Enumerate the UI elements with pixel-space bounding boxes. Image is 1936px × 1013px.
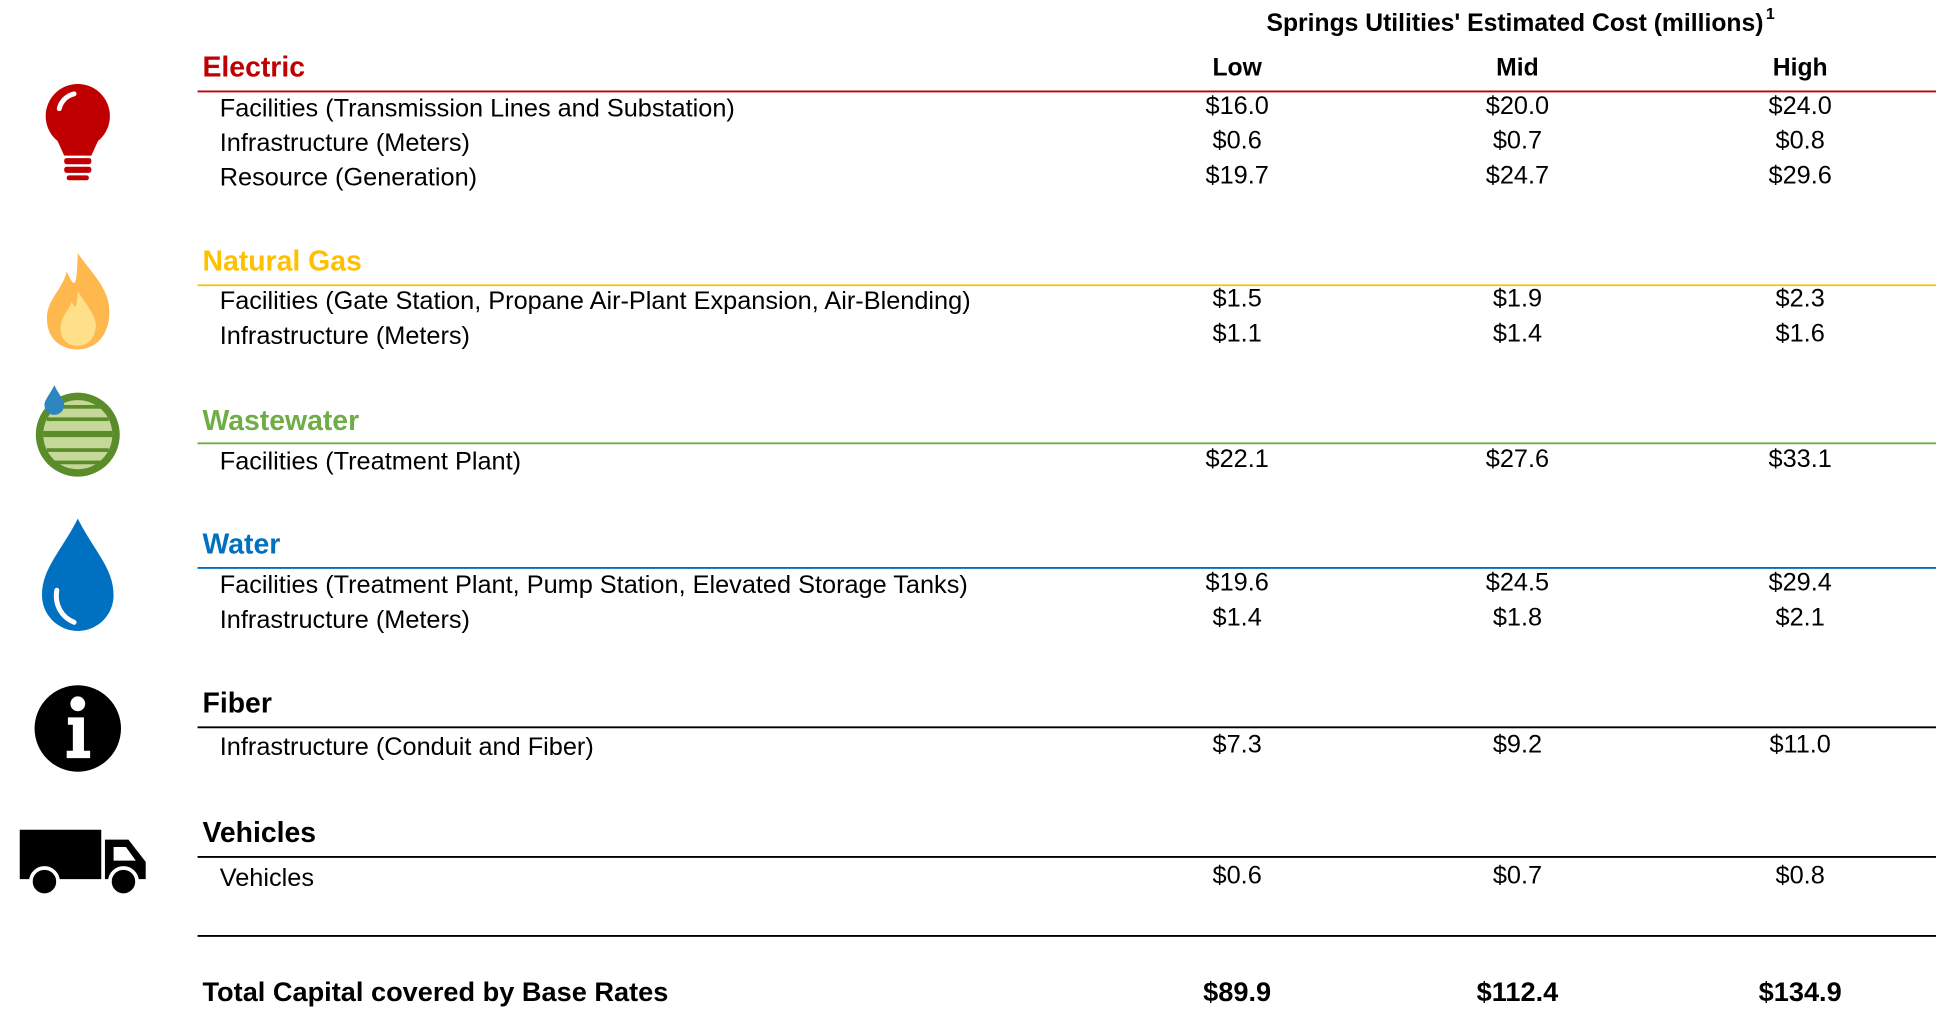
cost-value: $29.6 [1769, 161, 1832, 189]
cost-value: $2.1 [1776, 603, 1825, 631]
total-value: $112.4 [1477, 976, 1559, 1007]
cost-value: $24.0 [1769, 92, 1832, 120]
cost-value: $20.0 [1486, 92, 1549, 120]
water-icon [41, 518, 114, 631]
section-title: Water [202, 528, 280, 560]
cost-value: $0.8 [1776, 861, 1825, 889]
cost-value: $1.9 [1493, 285, 1542, 313]
cost-value: $0.8 [1776, 127, 1825, 155]
section-title: Wastewater [202, 405, 359, 437]
electric-icon [45, 83, 110, 181]
row-label: Facilities (Treatment Plant) [220, 448, 521, 476]
cost-value: $33.1 [1769, 445, 1832, 473]
section-title: Vehicles [202, 817, 316, 849]
cost-value: $0.7 [1493, 861, 1542, 889]
cost-value: $1.4 [1493, 319, 1542, 347]
cost-value: $29.4 [1769, 569, 1832, 597]
row-label: Infrastructure (Meters) [220, 606, 470, 634]
row-label: Facilities (Transmission Lines and Subst… [220, 95, 735, 123]
section-title: Fiber [202, 688, 271, 720]
vehicles-icon [19, 829, 146, 898]
cost-value: $0.6 [1213, 861, 1262, 889]
cost-value: $27.6 [1486, 445, 1549, 473]
row-label: Infrastructure (Meters) [220, 129, 470, 157]
cost-value: $0.6 [1213, 127, 1262, 155]
row-label: Infrastructure (Conduit and Fiber) [220, 733, 594, 761]
row-label: Facilities (Gate Station, Propane Air-Pl… [220, 287, 971, 315]
total-value: $134.9 [1759, 976, 1842, 1007]
cost-value: $2.3 [1776, 285, 1825, 313]
cost-value: $16.0 [1206, 92, 1269, 120]
cost-value: $24.7 [1486, 161, 1549, 189]
column-header: Low [1212, 55, 1262, 82]
cost-value: $1.8 [1493, 603, 1542, 631]
cost-value: $1.4 [1213, 603, 1262, 631]
row-label: Resource (Generation) [220, 164, 477, 192]
row-label: Infrastructure (Meters) [220, 322, 470, 350]
table-title: Springs Utilities' Estimated Cost (milli… [1266, 10, 1763, 37]
cost-value: $24.5 [1486, 569, 1549, 597]
gas-icon [46, 253, 110, 350]
footnote-mark: 1 [1766, 5, 1775, 23]
row-label: Facilities (Treatment Plant, Pump Statio… [220, 571, 968, 599]
column-header: Mid [1496, 55, 1539, 82]
cost-value: $7.3 [1213, 730, 1262, 758]
cost-value: $1.5 [1213, 285, 1262, 313]
cost-value: $1.1 [1213, 319, 1262, 347]
cost-value: $19.7 [1206, 161, 1269, 189]
cost-value: $1.6 [1776, 319, 1825, 347]
cost-value: $9.2 [1493, 730, 1542, 758]
cost-value: $19.6 [1206, 569, 1269, 597]
total-label: Total Capital covered by Base Rates [202, 976, 668, 1007]
section-title: Electric [202, 52, 305, 84]
cost-value: $22.1 [1206, 445, 1269, 473]
cost-value: $0.7 [1493, 127, 1542, 155]
wastewater-icon [35, 385, 120, 477]
row-label: Vehicles [220, 864, 314, 892]
section-title: Natural Gas [202, 246, 361, 278]
fiber-icon [34, 685, 122, 772]
cost-value: $11.0 [1769, 730, 1830, 758]
column-header: High [1773, 55, 1828, 82]
total-value: $89.9 [1203, 976, 1271, 1007]
